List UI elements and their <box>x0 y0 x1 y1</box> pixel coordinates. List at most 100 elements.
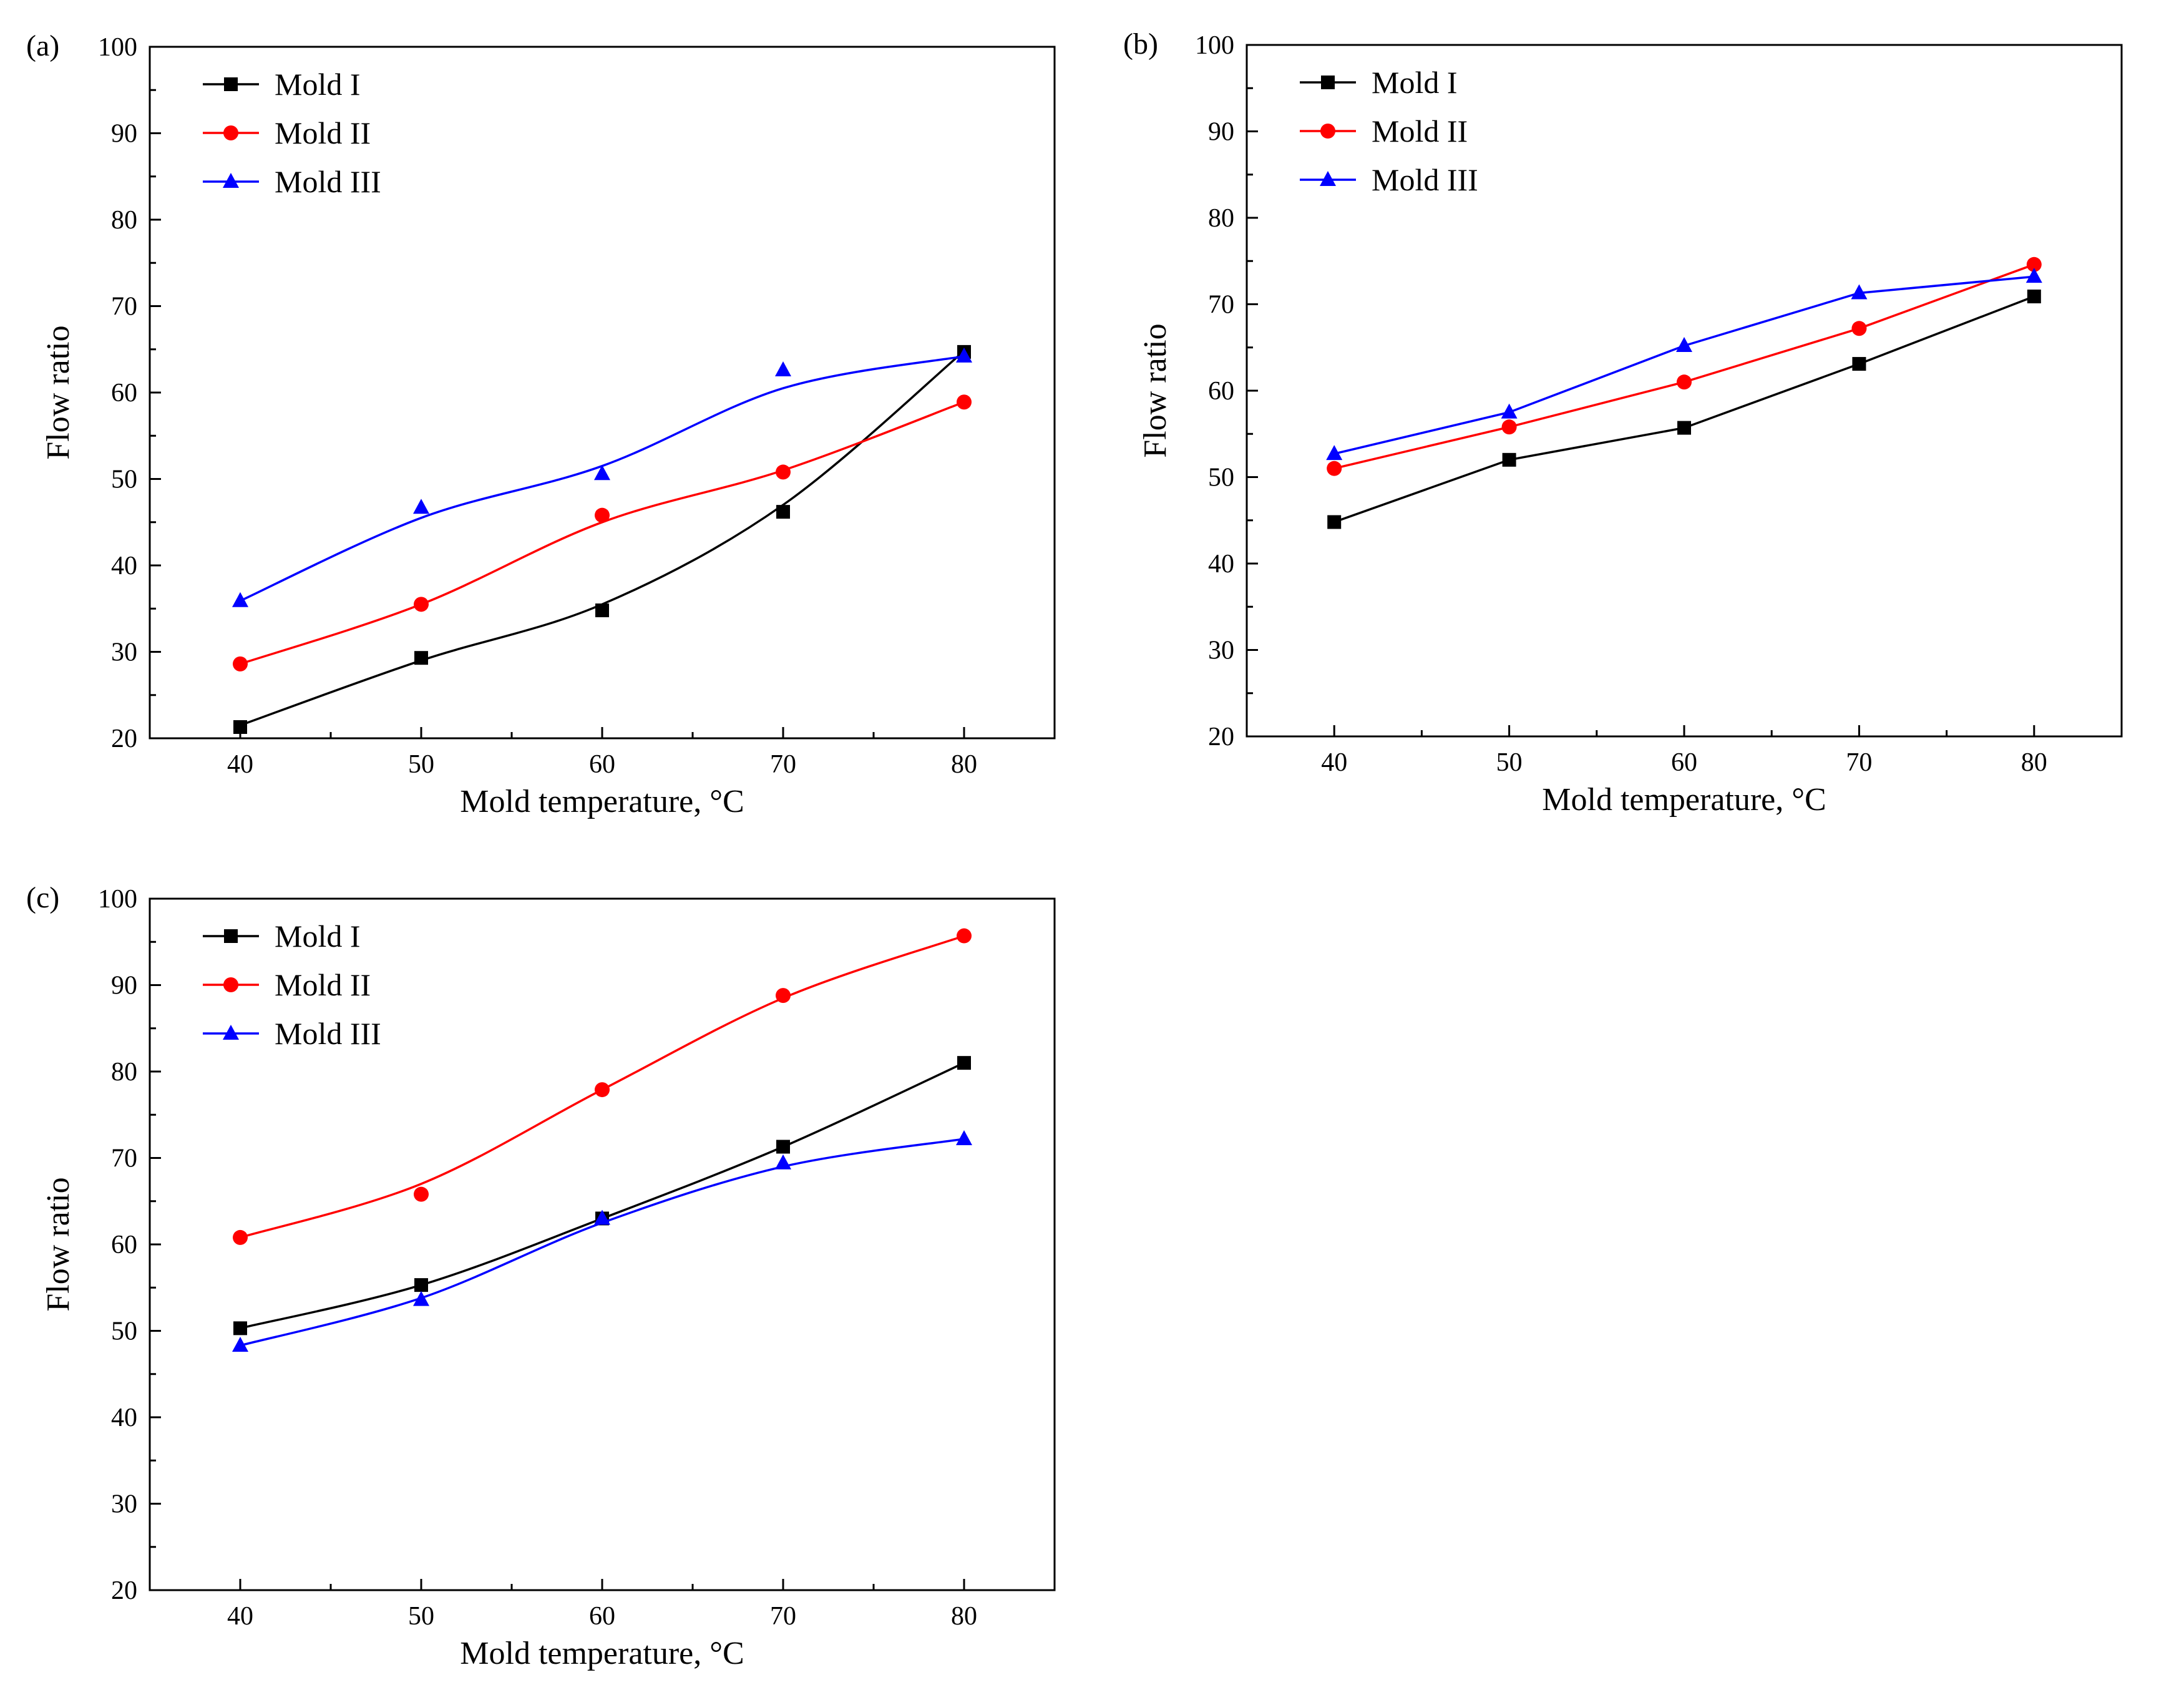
legend-label-mold-i: Mold I <box>275 67 361 102</box>
data-point-mold-iii <box>413 499 429 514</box>
y-tick-label: 70 <box>1208 291 1234 320</box>
data-point-mold-i <box>776 505 790 519</box>
y-tick-label: 20 <box>111 725 137 753</box>
y-tick-label: 70 <box>111 293 137 321</box>
y-tick-label: 80 <box>1208 204 1234 233</box>
data-point-mold-iii <box>594 1209 610 1225</box>
data-point-mold-iii <box>2026 268 2042 283</box>
y-tick-label: 60 <box>111 1231 137 1259</box>
legend-label-mold-i: Mold I <box>275 919 361 954</box>
y-tick-label: 90 <box>111 120 137 149</box>
y-tick-label: 60 <box>1208 377 1234 406</box>
y-axis-title: Flow ratio <box>41 1177 76 1311</box>
legend-marker-mold-i <box>1321 76 1335 89</box>
series-line-mold-i <box>240 1062 965 1330</box>
data-point-mold-iii <box>232 1337 248 1352</box>
panel-label: (c) <box>26 881 59 914</box>
x-tick-label: 60 <box>1671 748 1697 777</box>
data-point-mold-ii <box>776 988 791 1004</box>
legend-marker-mold-iii <box>1320 171 1336 186</box>
y-axis-title: Flow ratio <box>41 325 76 459</box>
x-tick-label: 50 <box>408 1602 434 1631</box>
chart-panel-1: (a) 20 30 40 50 60 70 80 90 100 40 50 60 70 80 Mold tem… <box>26 29 1056 819</box>
data-point-mold-ii <box>414 597 429 612</box>
data-point-mold-iii <box>956 1130 972 1146</box>
legend: Mold I Mold II Mold III <box>203 919 381 1051</box>
x-tick-label: 50 <box>408 750 434 779</box>
data-point-mold-ii <box>595 507 610 523</box>
data-point-mold-i <box>233 1321 247 1336</box>
legend-marker-mold-i <box>224 77 238 91</box>
x-tick-label: 70 <box>770 1602 796 1631</box>
x-axis-title: Mold temperature, °C <box>1542 782 1826 818</box>
panel-label: (b) <box>1123 27 1158 61</box>
data-point-mold-i <box>1852 357 1866 371</box>
plot-frame <box>1246 44 2123 738</box>
data-point-mold-iii <box>775 1154 791 1170</box>
data-point-mold-i <box>957 1056 971 1070</box>
y-tick-label: 30 <box>1208 637 1234 665</box>
data-point-mold-iii <box>1676 336 1692 352</box>
y-tick-label: 50 <box>111 466 137 494</box>
series-line-mold-ii <box>240 401 965 665</box>
x-tick-label: 40 <box>1321 748 1347 777</box>
data-point-mold-iii <box>956 347 972 363</box>
data-point-mold-i <box>1677 421 1691 435</box>
y-tick-label: 70 <box>111 1145 137 1173</box>
y-tick-label: 100 <box>98 33 137 62</box>
legend-label-mold-iii: Mold III <box>275 1016 381 1051</box>
legend-marker-mold-ii <box>223 977 238 992</box>
data-point-mold-ii <box>957 928 972 944</box>
data-point-mold-iii <box>413 1291 429 1306</box>
legend-label-mold-ii: Mold II <box>275 115 371 150</box>
legend-marker-mold-iii <box>223 1025 239 1040</box>
y-tick-label: 30 <box>111 1490 137 1519</box>
legend-marker-mold-i <box>224 929 238 943</box>
data-point-mold-i <box>1327 515 1342 529</box>
legend-marker-mold-iii <box>223 173 239 188</box>
x-tick-label: 40 <box>227 750 253 779</box>
y-tick-label: 90 <box>1208 118 1234 147</box>
y-tick-label: 80 <box>111 1058 137 1087</box>
data-point-mold-iii <box>594 465 610 481</box>
x-tick-label: 50 <box>1496 748 1523 777</box>
legend-label-mold-ii: Mold II <box>1372 114 1468 149</box>
legend-label-mold-iii: Mold III <box>275 164 381 199</box>
legend: Mold I Mold II Mold III <box>203 67 381 199</box>
legend-label-mold-iii: Mold III <box>1372 162 1478 197</box>
data-point-mold-i <box>414 651 428 665</box>
y-tick-label: 60 <box>111 379 137 408</box>
series-line-mold-i <box>240 350 965 726</box>
data-point-mold-i <box>414 1278 428 1292</box>
y-tick-label: 30 <box>111 638 137 667</box>
data-point-mold-i <box>1502 452 1516 467</box>
y-tick-label: 50 <box>111 1317 137 1346</box>
y-tick-label: 90 <box>111 972 137 1000</box>
data-point-mold-ii <box>1677 374 1692 390</box>
legend-label-mold-ii: Mold II <box>275 967 371 1002</box>
chart-panel-3: (c) 20 30 40 50 60 70 80 90 100 40 50 60 70 80 Mold tem… <box>26 881 1056 1671</box>
x-tick-label: 60 <box>589 750 615 779</box>
x-tick-label: 40 <box>227 1602 253 1631</box>
data-point-mold-ii <box>1501 419 1517 435</box>
x-tick-label: 70 <box>1846 748 1872 777</box>
data-point-mold-ii <box>957 394 972 410</box>
data-point-mold-ii <box>1851 321 1867 336</box>
data-point-mold-ii <box>233 656 248 672</box>
panel-label: (a) <box>26 29 59 62</box>
data-point-mold-ii <box>414 1186 429 1202</box>
data-point-mold-i <box>2027 290 2041 304</box>
data-point-mold-iii <box>1851 284 1868 300</box>
y-tick-label: 40 <box>1208 550 1234 579</box>
data-point-mold-i <box>233 720 247 734</box>
data-point-mold-ii <box>2026 256 2042 272</box>
series-line-mold-i <box>1333 295 2035 524</box>
data-point-mold-i <box>776 1140 790 1154</box>
legend-marker-mold-ii <box>223 125 238 140</box>
series-line-mold-ii <box>1333 263 2035 470</box>
data-point-mold-iii <box>232 592 248 607</box>
chart-panel-2: (b) 20 30 40 50 60 70 80 90 100 40 50 60 70 80 Mold tem… <box>1123 27 2123 818</box>
y-tick-label: 100 <box>98 885 137 914</box>
y-tick-label: 100 <box>1195 31 1234 60</box>
